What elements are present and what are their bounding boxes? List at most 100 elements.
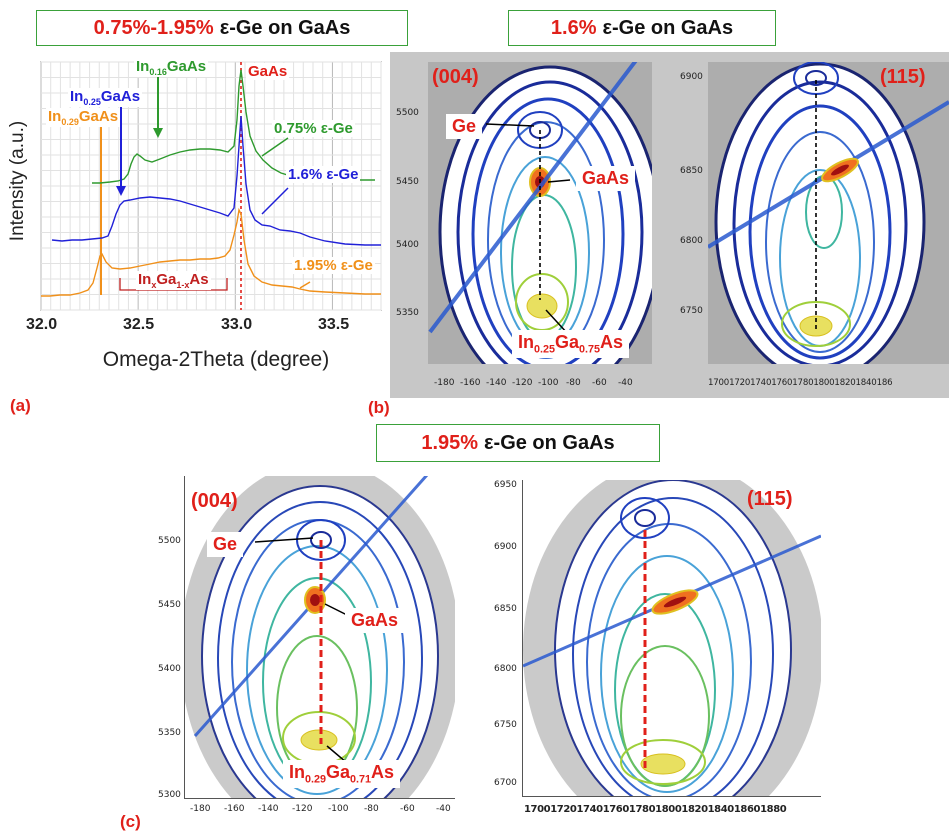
xrd-xtick-1: 32.5 <box>123 316 155 333</box>
panel-letter-b: (b) <box>368 398 390 417</box>
b115-ytick-0: 6900 <box>680 72 703 82</box>
title-c-red: 1.95% <box>421 431 479 454</box>
c004-xtick-2: -140 <box>258 804 279 814</box>
inx-d: 1-x <box>176 280 190 290</box>
b004-ytick-2: 5400 <box>396 240 419 250</box>
b115-contour-7 <box>781 301 851 347</box>
gaas-annotation: GaAs <box>246 63 290 80</box>
c115-ge-peak-inner <box>634 509 656 527</box>
in016-pre: In <box>136 58 150 75</box>
rsm-c115-svg <box>523 480 821 796</box>
xrd-xtick-0: 32.0 <box>26 316 58 333</box>
inx-c: Ga <box>156 271 177 288</box>
c004-in-b: 0.29 <box>305 773 327 786</box>
inx-e: As <box>189 271 209 288</box>
c115-contour-4 <box>600 555 734 793</box>
b004-xtick-3: -120 <box>512 378 533 388</box>
b004-in-b: 0.25 <box>534 343 556 356</box>
in029-sub: 0.29 <box>61 117 79 127</box>
b004-xtick-7: -40 <box>618 378 633 388</box>
b004-xtick-0: -180 <box>434 378 455 388</box>
inx-bracket <box>119 278 228 291</box>
c115-gaas-core <box>663 596 687 608</box>
c115-contour-8 <box>640 753 686 775</box>
rsm-b004-map: (004) Ge Ga As In0.25Ga0.75As <box>428 62 652 364</box>
in025-post: GaAs <box>100 88 141 105</box>
c004-ytick-1: 5450 <box>158 600 181 610</box>
c115-ytick-3: 6800 <box>494 664 517 674</box>
b115-gaas-core <box>831 164 849 176</box>
inx-annotation: InxGa1-xAs <box>136 271 211 290</box>
series-label-1.95: 1.95% ε-Ge <box>292 257 375 274</box>
in025-arrowhead <box>116 186 126 196</box>
b115-ytick-3: 6750 <box>680 306 703 316</box>
b004-xtick-5: -80 <box>566 378 581 388</box>
b004-reflection: (004) <box>432 66 479 88</box>
rsm-b115-svg <box>708 62 949 364</box>
in029-post: GaAs <box>78 108 119 125</box>
xrd-xtick-3: 33.5 <box>318 316 350 333</box>
label-1.95-arrow <box>299 281 311 289</box>
c004-in-d: 0.71 <box>350 773 372 786</box>
b004-gaas-arrow <box>547 179 571 183</box>
c004-in-a: In <box>289 762 305 782</box>
rsm-c004-map: (004) Ge GaAs In0.29Ga0.71As <box>184 476 455 799</box>
inx-b: x <box>151 280 157 290</box>
c115-ytick-0: 6950 <box>494 480 517 490</box>
c004-ytick-3: 5350 <box>158 728 181 738</box>
b115-xticks: 17001720174017601780180018201840186 <box>708 378 893 388</box>
rsm-b004-svg <box>428 62 652 364</box>
b004-contour-3 <box>471 97 625 364</box>
c004-ge-peak <box>296 519 346 561</box>
c004-in-e: As <box>371 762 395 782</box>
b115-reflection: (115) <box>880 66 926 88</box>
b004-contour-2 <box>456 80 644 364</box>
c115-ytick-5: 6700 <box>494 778 517 788</box>
b004-in-e: As <box>600 332 624 352</box>
b004-xtick-6: -60 <box>592 378 607 388</box>
in025-annotation: In0.25GaAs <box>68 88 143 107</box>
b004-ge-arrow <box>485 123 535 127</box>
c004-ytick-0: 5500 <box>158 536 181 546</box>
panel-letter-c: (c) <box>120 812 141 831</box>
c004-contour-8 <box>300 729 338 751</box>
rsm-c004-svg <box>185 476 455 798</box>
c004-xtick-1: -160 <box>224 804 245 814</box>
b115-contour-1 <box>714 62 926 364</box>
b004-ytick-0: 5500 <box>396 108 419 118</box>
c004-xtick-6: -60 <box>400 804 415 814</box>
c115-ytick-1: 6900 <box>494 542 517 552</box>
in016-arrowhead <box>153 128 163 138</box>
b004-contour-4 <box>487 121 605 359</box>
b004-xtick-1: -160 <box>460 378 481 388</box>
b004-in-c: Ga <box>555 332 580 352</box>
b004-in-a: In <box>518 332 534 352</box>
c115-ytick-2: 6850 <box>494 604 517 614</box>
c115-ge-peak <box>620 497 670 539</box>
in016-sub: 0.16 <box>149 67 167 77</box>
label-1.6-arrow <box>261 187 289 215</box>
b004-ge-label: Ge <box>446 114 483 139</box>
b004-ytick-1: 5450 <box>396 177 419 187</box>
b115-contour-4 <box>765 131 875 353</box>
b004-in-label: In0.25Ga0.75As <box>512 330 630 358</box>
in029-pre: In <box>48 108 62 125</box>
c004-xtick-5: -80 <box>364 804 379 814</box>
c115-ytick-4: 6750 <box>494 720 517 730</box>
c004-xtick-3: -120 <box>292 804 313 814</box>
title-b: 1.6% ε-Ge on GaAs <box>508 10 776 46</box>
c004-ge-arrow <box>254 537 314 543</box>
rsm-c115-map: (115) <box>522 480 821 797</box>
xrd-ylabel: Intensity (a.u.) <box>7 120 28 242</box>
c004-xtick-4: -100 <box>328 804 349 814</box>
c115-contour-6 <box>620 645 710 787</box>
title-a-rest: ε-Ge on GaAs <box>219 16 351 39</box>
series-label-1.6: 1.6% ε-Ge <box>286 166 361 183</box>
series-1.95-ge <box>41 207 381 297</box>
title-a-red: 0.75%-1.95% <box>93 16 214 39</box>
b004-xtick-2: -140 <box>486 378 507 388</box>
label-0.75-arrow <box>261 137 289 157</box>
title-b-rest: ε-Ge on GaAs <box>602 16 734 39</box>
c115-contour-2 <box>572 497 774 796</box>
c004-gaas-core <box>310 594 320 606</box>
